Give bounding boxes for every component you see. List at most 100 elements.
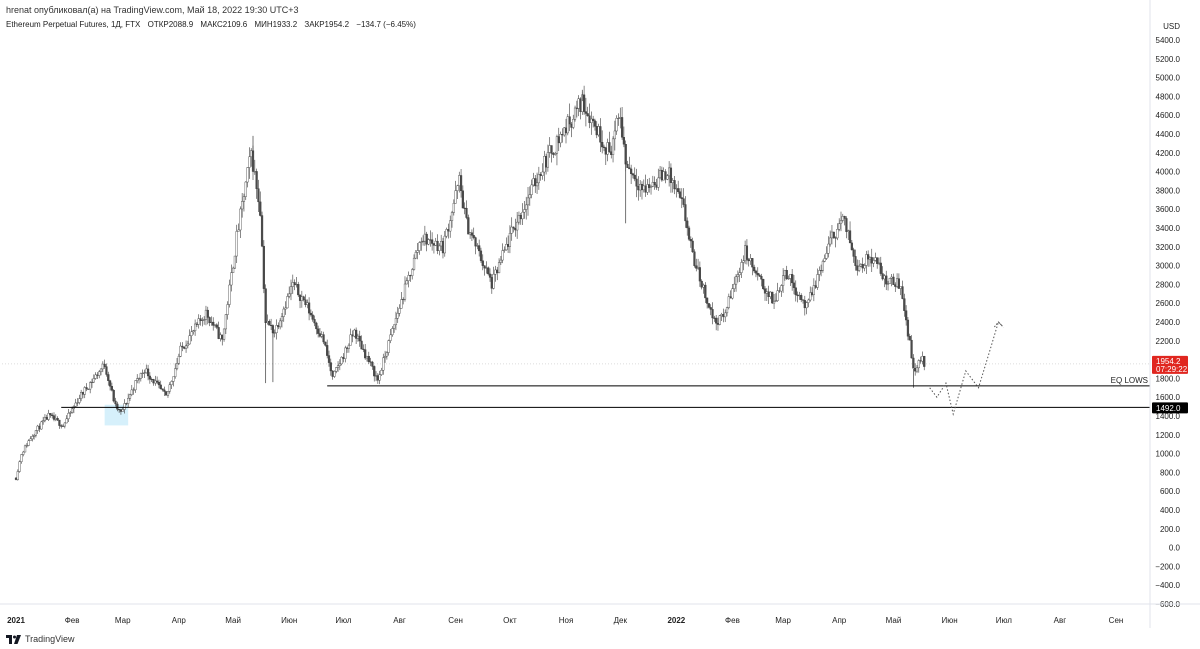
candle-body — [80, 392, 83, 399]
candle-body — [38, 425, 41, 430]
candle-body — [698, 267, 701, 282]
candle-body — [508, 232, 512, 247]
x-tick-label: 2021 — [7, 616, 25, 625]
candle-body — [682, 198, 685, 205]
support-level-value: 1492.0 — [1156, 404, 1181, 413]
candle-body — [836, 229, 839, 239]
candle-body — [539, 174, 542, 176]
price-chart[interactable]: EQ LOWS 5400.0 5200.0 5000.0 4800.0 4600.0 44… — [0, 0, 1200, 630]
candle-body — [194, 323, 197, 331]
candle-body — [280, 316, 284, 322]
candle-body — [432, 243, 436, 246]
candle-body — [892, 276, 895, 285]
candle-body — [264, 288, 267, 323]
candle-body — [803, 300, 806, 309]
y-tick-label: 2800.0 — [1156, 280, 1181, 289]
candle-body — [132, 389, 135, 391]
candle-body — [838, 223, 841, 230]
candle-body — [338, 363, 341, 366]
candle-body — [32, 435, 36, 437]
candle-body — [497, 262, 501, 274]
candle-body — [376, 375, 379, 381]
candle-body — [479, 250, 483, 261]
candle-body — [760, 276, 763, 280]
candle-body — [119, 409, 123, 412]
ohlc-low: МИН1933.2 — [254, 20, 298, 29]
currency-label: USD — [1163, 22, 1180, 31]
candle-body — [96, 374, 99, 376]
candle-body — [494, 269, 497, 275]
y-tick-label: 800.0 — [1160, 468, 1181, 477]
candle-body — [819, 270, 823, 272]
footer-brand[interactable]: TradingView — [6, 634, 75, 644]
candle-body — [380, 370, 383, 375]
candle-body — [67, 412, 70, 420]
candle-body — [414, 252, 417, 259]
y-tick-label: 1000.0 — [1156, 450, 1181, 459]
candle-body — [371, 361, 374, 367]
x-tick-label: Фев — [65, 616, 80, 625]
candle-body — [792, 282, 796, 288]
candle-body — [901, 286, 904, 299]
candle-body — [872, 260, 875, 264]
candle-body — [857, 265, 861, 271]
candle-body — [192, 330, 195, 333]
candle-body — [597, 126, 600, 136]
y-tick-label: 200.0 — [1160, 525, 1181, 534]
candle-body — [333, 371, 336, 377]
candle-body — [736, 274, 739, 277]
candle-body — [680, 197, 683, 199]
candle-body — [507, 244, 510, 247]
candle-body — [602, 146, 606, 148]
candle-body — [63, 422, 66, 427]
candle-body — [81, 392, 85, 395]
candle-body — [496, 269, 499, 274]
candle-body — [854, 256, 857, 266]
candle-body — [233, 255, 237, 269]
candle-body — [70, 408, 74, 413]
candle-body — [535, 182, 539, 187]
candle-body — [183, 346, 186, 349]
candle-body — [184, 345, 188, 349]
candle-body — [137, 378, 141, 380]
candle-body — [810, 292, 814, 295]
candle-body — [734, 276, 738, 285]
candle-body — [228, 284, 231, 305]
candle-body — [18, 461, 21, 472]
candle-body — [412, 257, 416, 270]
candle-body — [588, 115, 591, 123]
candle-body — [620, 117, 624, 138]
candle-body — [125, 403, 128, 405]
candle-body — [121, 409, 124, 412]
price-scale: 5400.0 5200.0 5000.0 4800.0 4600.0 4400.0 4200… — [1149, 0, 1188, 628]
candle-body — [217, 327, 220, 339]
candle-body — [903, 298, 906, 311]
candle-body — [360, 340, 363, 350]
y-tick-label: 2200.0 — [1156, 337, 1181, 346]
candle-body — [917, 360, 920, 369]
candle-body — [649, 186, 653, 188]
candle-body — [139, 373, 142, 379]
candle-body — [834, 237, 837, 239]
candle-body — [861, 264, 864, 269]
candle-body — [429, 239, 432, 241]
candle-body — [450, 212, 454, 221]
symbol-name[interactable]: Ethereum Perpetual Futures, 1Д, FTX — [6, 20, 141, 29]
candle-body — [304, 299, 307, 305]
candle-body — [563, 127, 566, 136]
candle-body — [407, 275, 410, 281]
candle-body — [203, 319, 206, 321]
candle-body — [246, 167, 249, 183]
candle-body — [630, 168, 633, 174]
candle-body — [693, 251, 696, 266]
candle-body — [923, 356, 926, 367]
candle-body — [398, 308, 401, 314]
candle-body — [177, 356, 180, 364]
candle-body — [525, 204, 528, 210]
candle-body — [554, 153, 557, 155]
candle-body — [190, 331, 193, 336]
candle-body — [662, 171, 665, 181]
candle-body — [416, 250, 419, 253]
candle-body — [514, 228, 517, 231]
candle-body — [744, 245, 747, 262]
